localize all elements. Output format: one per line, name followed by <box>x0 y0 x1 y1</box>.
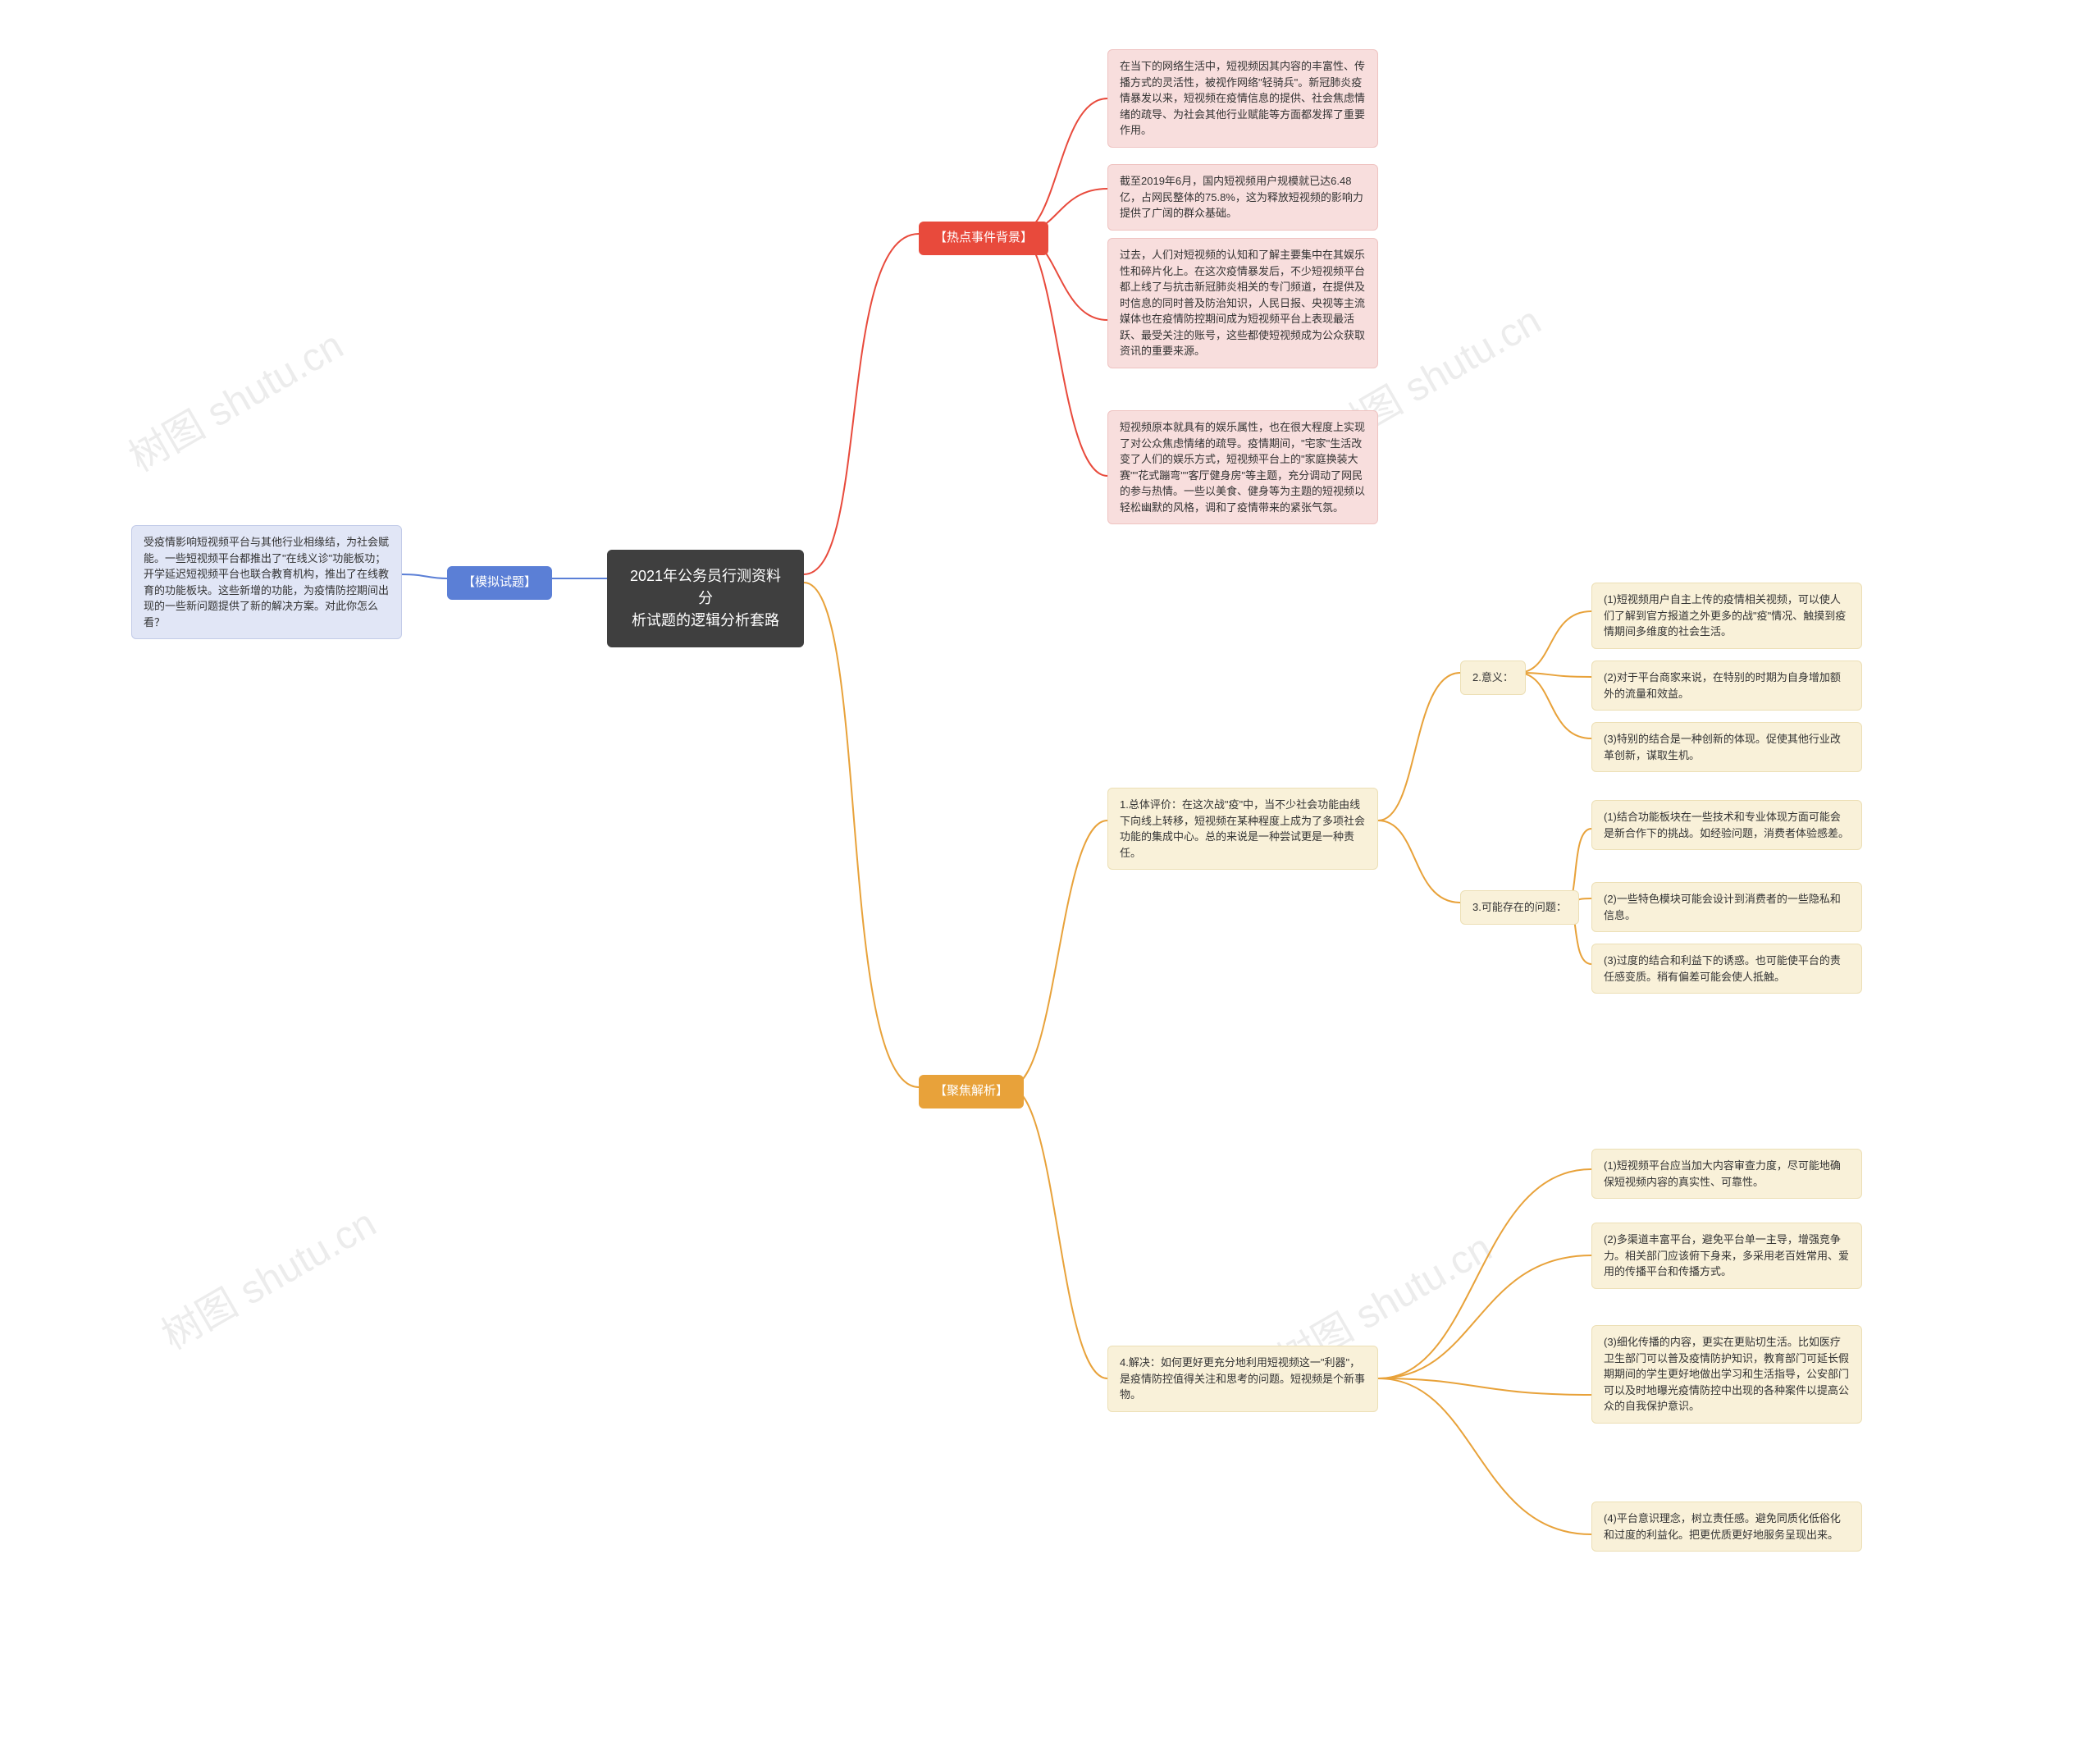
root-node: 2021年公务员行测资料分 析试题的逻辑分析套路 <box>607 550 804 647</box>
hot-background-item: 在当下的网络生活中，短视频因其内容的丰富性、传播方式的灵活性，被视作网络"轻骑兵… <box>1107 49 1378 148</box>
branch-analysis: 【聚焦解析】 <box>919 1075 1024 1108</box>
analysis-solution: 4.解决：如何更好更充分地利用短视频这一"利器"，是疫情防控值得关注和思考的问题… <box>1107 1346 1378 1412</box>
analysis-problem-item: (3)过度的结合和利益下的诱惑。也可能使平台的责任感变质。稍有偏差可能会使人抵触… <box>1591 944 1862 994</box>
root-line1: 2021年公务员行测资料分 <box>630 568 781 606</box>
analysis-meaning-item: (1)短视频用户自主上传的疫情相关视频，可以使人们了解到官方报道之外更多的战"疫… <box>1591 583 1862 649</box>
analysis-problems-text: 3.可能存在的问题： <box>1472 901 1567 913</box>
analysis-meaning-item: (3)特别的结合是一种创新的体现。促使其他行业改革创新，谋取生机。 <box>1591 722 1862 772</box>
hot-background-item: 过去，人们对短视频的认知和了解主要集中在其娱乐性和碎片化上。在这次疫情暴发后，不… <box>1107 238 1378 368</box>
analysis-overall: 1.总体评价：在这次战"疫"中，当不少社会功能由线下向线上转移，短视频在某种程度… <box>1107 788 1378 870</box>
analysis-meaning-label: 2.意义： <box>1460 661 1526 695</box>
analysis-solution-text: 4.解决：如何更好更充分地利用短视频这一"利器"，是疫情防控值得关注和思考的问题… <box>1120 1356 1365 1401</box>
analysis-solution-item: (3)细化传播的内容，更实在更贴切生活。比如医疗卫生部门可以普及疫情防护知识，教… <box>1591 1325 1862 1424</box>
branch-mock-question: 【模拟试题】 <box>447 566 552 600</box>
red-tag-label: 【热点事件背景】 <box>934 231 1033 245</box>
hot-background-item: 短视频原本就具有的娱乐属性，也在很大程度上实现了对公众焦虑情绪的疏导。疫情期间，… <box>1107 410 1378 524</box>
analysis-solution-item: (1)短视频平台应当加大内容审查力度，尽可能地确保短视频内容的真实性、可靠性。 <box>1591 1149 1862 1199</box>
watermark: 树图 shutu.cn <box>149 1191 385 1360</box>
analysis-overall-text: 1.总体评价：在这次战"疫"中，当不少社会功能由线下向线上转移，短视频在某种程度… <box>1120 798 1365 859</box>
connectors <box>0 0 2100 1737</box>
analysis-solution-item: (4)平台意识理念，树立责任感。避免同质化低俗化和过度的利益化。把更优质更好地服… <box>1591 1502 1862 1552</box>
branch-hot-background: 【热点事件背景】 <box>919 222 1048 255</box>
root-line2: 析试题的逻辑分析套路 <box>632 612 779 629</box>
blue-tag-label: 【模拟试题】 <box>463 575 536 589</box>
analysis-problem-item: (2)一些特色模块可能会设计到消费者的一些隐私和信息。 <box>1591 882 1862 932</box>
analysis-meaning-text: 2.意义： <box>1472 671 1513 683</box>
mock-question-content: 受疫情影响短视频平台与其他行业相缘结，为社会赋能。一些短视频平台都推出了"在线义… <box>131 525 402 639</box>
analysis-meaning-item: (2)对于平台商家来说，在特别的时期为自身增加额外的流量和效益。 <box>1591 661 1862 711</box>
analysis-problem-item: (1)结合功能板块在一些技术和专业体现方面可能会是新合作下的挑战。如经验问题，消… <box>1591 800 1862 850</box>
gold-tag-label: 【聚焦解析】 <box>934 1084 1008 1098</box>
analysis-problems-label: 3.可能存在的问题： <box>1460 890 1579 925</box>
analysis-solution-item: (2)多渠道丰富平台，避免平台单一主导，增强竞争力。相关部门应该俯下身来，多采用… <box>1591 1223 1862 1289</box>
hot-background-item: 截至2019年6月，国内短视频用户规模就已达6.48亿，占网民整体的75.8%，… <box>1107 164 1378 231</box>
blue-leaf-text: 受疫情影响短视频平台与其他行业相缘结，为社会赋能。一些短视频平台都推出了"在线义… <box>144 536 389 629</box>
watermark: 树图 shutu.cn <box>116 313 352 482</box>
